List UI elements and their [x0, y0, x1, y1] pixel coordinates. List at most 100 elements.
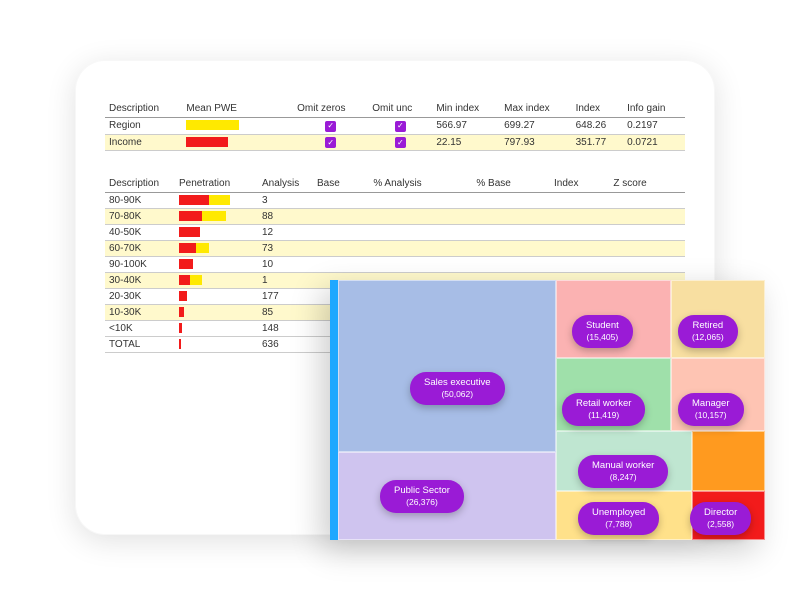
cell-value: 351.77 — [572, 134, 623, 151]
cell-description: 60-70K — [105, 241, 175, 257]
tag-label: Manager — [692, 398, 730, 409]
tag-count: (11,419) — [576, 410, 631, 421]
cell-value: 797.93 — [500, 134, 571, 151]
treemap-tile[interactable] — [338, 280, 556, 452]
cell-description: 10-30K — [105, 305, 175, 321]
checkbox-icon[interactable]: ✓ — [325, 121, 336, 132]
tag-label: Retail worker — [576, 398, 631, 409]
col-header: Mean PWE — [182, 100, 293, 118]
checkbox-icon[interactable]: ✓ — [395, 121, 406, 132]
cell-bar — [175, 305, 258, 321]
cell-bar — [175, 289, 258, 305]
col-header: Index — [572, 100, 623, 118]
col-header: Min index — [432, 100, 500, 118]
cell-description: Income — [105, 134, 182, 151]
tag-label: Retired — [693, 320, 724, 331]
cell-description: 40-50K — [105, 225, 175, 241]
table-row[interactable]: Income✓✓22.15797.93351.770.0721 — [105, 134, 685, 151]
tag-count: (7,788) — [592, 519, 645, 530]
tag-count: (8,247) — [592, 472, 654, 483]
tag-label: Student — [586, 320, 619, 331]
treemap-tag[interactable]: Manual worker(8,247) — [578, 455, 668, 488]
treemap-tag[interactable]: Public Sector(26,376) — [380, 480, 464, 513]
tag-count: (26,376) — [394, 497, 450, 508]
cell-empty — [369, 225, 472, 241]
summary-table: DescriptionMean PWEOmit zerosOmit uncMin… — [105, 100, 685, 151]
cell-checkbox[interactable]: ✓ — [293, 118, 368, 135]
cell-bar — [175, 273, 258, 289]
checkbox-icon[interactable]: ✓ — [325, 137, 336, 148]
cell-analysis: 636 — [258, 337, 313, 353]
cell-empty — [550, 193, 609, 209]
col-header: Description — [105, 175, 175, 193]
cell-empty — [313, 225, 369, 241]
cell-description: 90-100K — [105, 257, 175, 273]
cell-checkbox[interactable]: ✓ — [368, 134, 432, 151]
cell-bar — [175, 225, 258, 241]
cell-value: 699.27 — [500, 118, 571, 135]
cell-empty — [313, 257, 369, 273]
treemap-tag[interactable]: Unemployed(7,788) — [578, 502, 659, 535]
table-row[interactable]: 40-50K 12 — [105, 225, 685, 241]
cell-checkbox[interactable]: ✓ — [368, 118, 432, 135]
checkbox-icon[interactable]: ✓ — [395, 137, 406, 148]
cell-empty — [472, 241, 550, 257]
cell-analysis: 3 — [258, 193, 313, 209]
cell-description: TOTAL — [105, 337, 175, 353]
treemap-tag[interactable]: Retail worker(11,419) — [562, 393, 645, 426]
cell-bar — [175, 321, 258, 337]
col-header: Max index — [500, 100, 571, 118]
cell-bar — [175, 241, 258, 257]
treemap-tile[interactable] — [692, 431, 765, 491]
tag-count: (50,062) — [424, 389, 491, 400]
cell-description: 20-30K — [105, 289, 175, 305]
col-header: Info gain — [623, 100, 685, 118]
cell-analysis: 148 — [258, 321, 313, 337]
table-row[interactable]: 80-90K 3 — [105, 193, 685, 209]
col-header: Index — [550, 175, 609, 193]
tag-label: Director — [704, 507, 737, 518]
cell-empty — [550, 225, 609, 241]
cell-empty — [472, 257, 550, 273]
cell-empty — [550, 257, 609, 273]
col-header: Penetration — [175, 175, 258, 193]
cell-empty — [472, 193, 550, 209]
table-row[interactable]: 60-70K 73 — [105, 241, 685, 257]
cell-value: 648.26 — [572, 118, 623, 135]
tag-count: (12,065) — [692, 332, 724, 343]
cell-empty — [313, 193, 369, 209]
cell-description: Region — [105, 118, 182, 135]
tag-count: (10,157) — [692, 410, 730, 421]
treemap-tag[interactable]: Retired(12,065) — [678, 315, 738, 348]
cell-analysis: 73 — [258, 241, 313, 257]
treemap-tag[interactable]: Manager(10,157) — [678, 393, 744, 426]
treemap-tag[interactable]: Sales executive(50,062) — [410, 372, 505, 405]
tag-label: Sales executive — [424, 377, 491, 388]
cell-empty — [550, 209, 609, 225]
table-row[interactable]: Region✓✓566.97699.27648.260.2197 — [105, 118, 685, 135]
table-row[interactable]: 90-100K 10 — [105, 257, 685, 273]
table-row[interactable]: 70-80K88 — [105, 209, 685, 225]
cell-description: 30-40K — [105, 273, 175, 289]
cell-bar — [175, 193, 258, 209]
cell-empty — [609, 209, 685, 225]
cell-empty — [313, 241, 369, 257]
col-header: Omit zeros — [293, 100, 368, 118]
cell-bar — [175, 337, 258, 353]
cell-analysis: 12 — [258, 225, 313, 241]
cell-analysis: 10 — [258, 257, 313, 273]
cell-description: 80-90K — [105, 193, 175, 209]
cell-value: 0.2197 — [623, 118, 685, 135]
cell-empty — [369, 209, 472, 225]
tag-label: Public Sector — [394, 485, 450, 496]
cell-analysis: 177 — [258, 289, 313, 305]
cell-description: <10K — [105, 321, 175, 337]
treemap-tag[interactable]: Director(2,558) — [690, 502, 751, 535]
cell-empty — [369, 193, 472, 209]
treemap-tag[interactable]: Student(15,405) — [572, 315, 633, 348]
cell-empty — [550, 241, 609, 257]
cell-empty — [313, 209, 369, 225]
cell-checkbox[interactable]: ✓ — [293, 134, 368, 151]
treemap-sidebar — [330, 280, 338, 540]
cell-bar — [175, 209, 258, 225]
